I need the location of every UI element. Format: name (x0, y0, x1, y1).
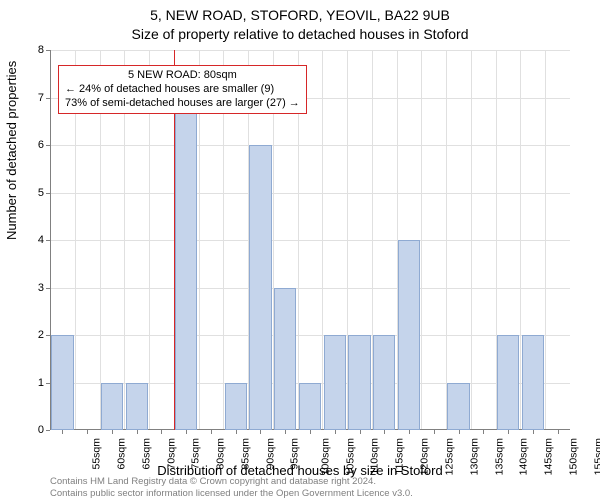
y-tick-label: 4 (24, 234, 44, 246)
title-subtitle: Size of property relative to detached ho… (0, 25, 600, 44)
histogram-bar (398, 240, 420, 430)
y-tick-label: 6 (24, 139, 44, 151)
histogram-bar (126, 383, 148, 431)
y-tick-label: 8 (24, 44, 44, 56)
histogram-bar (175, 98, 197, 431)
x-tick-label: 55sqm (91, 438, 103, 470)
x-tick-label: 110sqm (368, 438, 380, 475)
histogram-bar (447, 383, 469, 431)
x-tick-label: 135sqm (493, 438, 505, 475)
title-address: 5, NEW ROAD, STOFORD, YEOVIL, BA22 9UB (0, 6, 600, 25)
x-tick-label: 125sqm (443, 438, 455, 475)
y-tick-label: 5 (24, 187, 44, 199)
x-tick-label: 115sqm (393, 438, 405, 475)
histogram-bar (101, 383, 123, 431)
chart-plot-area: 5 NEW ROAD: 80sqm← 24% of detached house… (50, 50, 570, 430)
attribution-footer: Contains HM Land Registry data © Crown c… (50, 476, 413, 500)
x-tick-label: 150sqm (567, 438, 579, 475)
x-tick-label: 140sqm (518, 438, 530, 475)
histogram-bar (522, 335, 544, 430)
histogram-bar (348, 335, 370, 430)
x-tick-label: 65sqm (140, 438, 152, 470)
histogram-bar (324, 335, 346, 430)
x-tick-label: 130sqm (468, 438, 480, 475)
x-tick-label: 155sqm (592, 438, 600, 475)
x-tick-label: 85sqm (239, 438, 251, 470)
histogram-bar (299, 383, 321, 431)
histogram-bar (51, 335, 73, 430)
footer-line1: Contains HM Land Registry data © Crown c… (50, 476, 413, 488)
y-tick-label: 3 (24, 282, 44, 294)
x-tick-label: 105sqm (344, 438, 356, 475)
annotation-line: 5 NEW ROAD: 80sqm (65, 69, 300, 83)
y-axis-label: Number of detached properties (4, 61, 19, 240)
x-tick-label: 70sqm (165, 438, 177, 470)
histogram-bar (497, 335, 519, 430)
annotation-box: 5 NEW ROAD: 80sqm← 24% of detached house… (58, 65, 307, 114)
x-tick-label: 75sqm (190, 438, 202, 470)
x-tick-label: 120sqm (419, 438, 431, 475)
x-tick-label: 80sqm (215, 438, 227, 470)
histogram-bar (249, 145, 271, 430)
annotation-line: 73% of semi-detached houses are larger (… (65, 97, 300, 111)
x-tick-label: 95sqm (289, 438, 301, 470)
y-tick-label: 1 (24, 377, 44, 389)
x-tick-label: 60sqm (116, 438, 128, 470)
histogram-bar (225, 383, 247, 431)
histogram-bar (373, 335, 395, 430)
x-tick-label: 90sqm (264, 438, 276, 470)
footer-line2: Contains public sector information licen… (50, 488, 413, 500)
histogram-bar (274, 288, 296, 431)
x-tick-label: 145sqm (542, 438, 554, 475)
x-tick-label: 100sqm (320, 438, 332, 475)
annotation-line: ← 24% of detached houses are smaller (9) (65, 83, 300, 97)
y-tick-label: 0 (24, 424, 44, 436)
y-tick-label: 7 (24, 92, 44, 104)
y-tick-label: 2 (24, 329, 44, 341)
